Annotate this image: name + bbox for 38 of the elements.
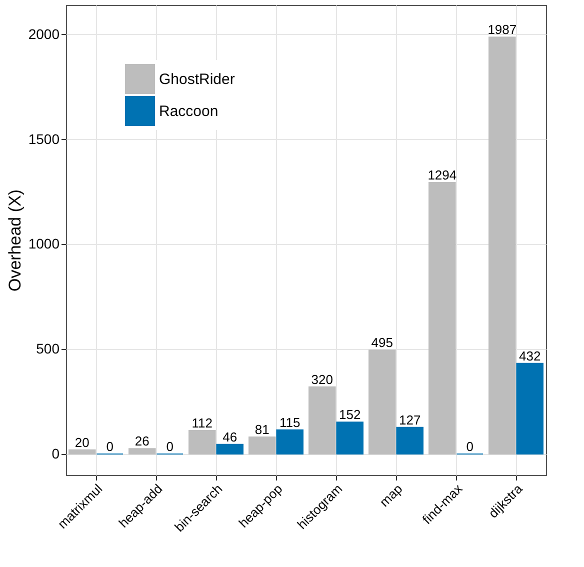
data-label: 0 xyxy=(106,439,114,454)
data-label: 1294 xyxy=(428,168,457,183)
data-label: 112 xyxy=(192,416,213,431)
data-label: 432 xyxy=(518,348,541,364)
bar xyxy=(276,429,304,455)
y-axis-title: Overhead (X) xyxy=(5,189,24,292)
data-label: 320 xyxy=(311,372,334,387)
data-label: 20 xyxy=(74,434,90,450)
bar xyxy=(128,448,156,455)
x-tick-label: map xyxy=(376,481,406,510)
bar xyxy=(336,422,364,455)
bar xyxy=(216,444,244,455)
legend-label: GhostRider xyxy=(159,71,235,88)
data-label: 46 xyxy=(222,429,238,444)
data-label: 127 xyxy=(398,412,421,428)
data-label: 26 xyxy=(134,434,150,449)
bar xyxy=(188,430,216,455)
bar xyxy=(516,362,544,455)
legend-label: Raccoon xyxy=(159,103,218,120)
data-label: 0 xyxy=(166,439,174,454)
data-label: 152 xyxy=(338,407,361,422)
data-label: 1987 xyxy=(488,22,517,38)
data-label: 115 xyxy=(279,414,300,430)
bar xyxy=(396,426,424,455)
y-tick-label: 2000 xyxy=(28,26,60,42)
bar xyxy=(68,449,96,455)
bar xyxy=(308,386,336,455)
bar xyxy=(428,182,456,455)
data-label: 495 xyxy=(371,335,394,350)
bar xyxy=(368,350,396,455)
data-label: 81 xyxy=(254,422,270,438)
y-tick-label: 1500 xyxy=(28,130,60,147)
y-tick-label: 1000 xyxy=(28,236,60,252)
data-label: 0 xyxy=(466,439,474,454)
y-tick-label: 0 xyxy=(52,446,60,462)
bar xyxy=(488,36,516,455)
bar xyxy=(248,436,276,455)
y-tick-label: 500 xyxy=(36,340,60,357)
